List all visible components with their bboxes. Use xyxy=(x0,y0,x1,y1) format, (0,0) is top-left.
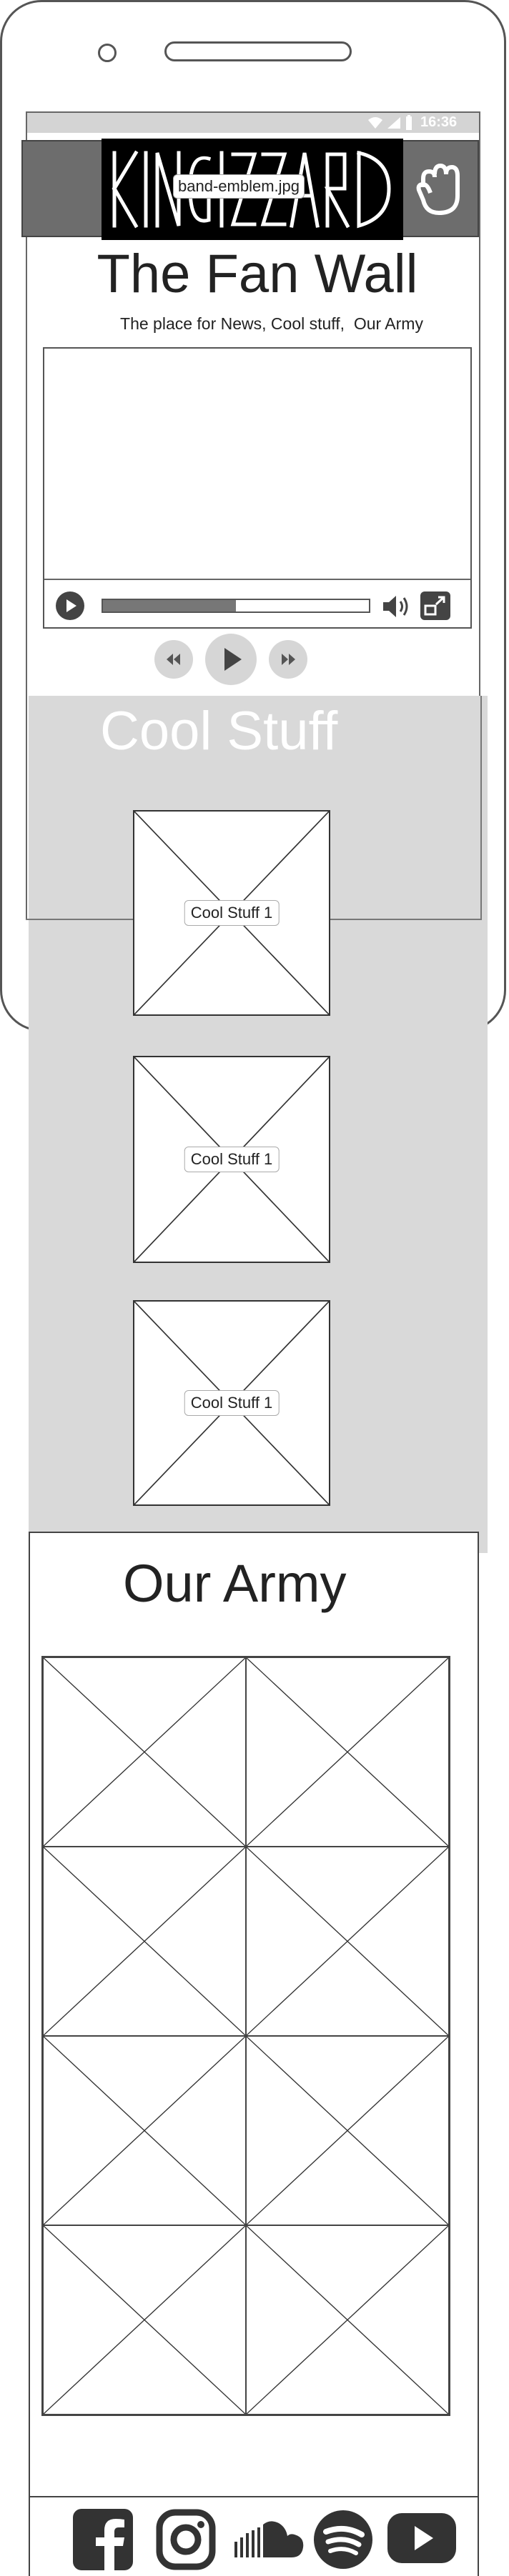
facebook-icon[interactable] xyxy=(73,2509,133,2570)
cool-stuff-item-label: Cool Stuff 1 xyxy=(184,1147,280,1172)
video-controls-divider xyxy=(44,579,470,580)
status-bar: 16:36 xyxy=(27,113,479,133)
our-army-heading: Our Army xyxy=(123,1554,347,1613)
video-progress-fill xyxy=(103,600,236,611)
army-photo-grid xyxy=(41,1656,450,2416)
image-placeholder-lines xyxy=(247,1847,448,2035)
page-title: The Fan Wall xyxy=(97,244,418,304)
rewind-icon xyxy=(167,654,180,665)
image-placeholder-lines xyxy=(44,2226,245,2414)
soundcloud-icon[interactable] xyxy=(234,2519,305,2560)
image-placeholder-lines xyxy=(44,1658,245,1846)
status-time: 16:36 xyxy=(420,114,458,130)
fast-forward-button[interactable] xyxy=(269,640,307,679)
footer-divider xyxy=(29,2496,479,2497)
army-member-photo[interactable] xyxy=(43,2225,246,2415)
volume-icon[interactable] xyxy=(382,594,412,619)
cool-stuff-item-label: Cool Stuff 1 xyxy=(184,900,280,926)
army-member-photo[interactable] xyxy=(246,1657,449,1847)
phone-camera xyxy=(98,44,117,62)
social-links xyxy=(29,2503,479,2572)
page-subtitle: The place for News, Cool stuff, Our Army xyxy=(120,314,423,333)
fullscreen-button[interactable] xyxy=(420,591,450,620)
video-player[interactable] xyxy=(43,347,472,629)
play-icon xyxy=(224,648,242,671)
raised-fist-icon xyxy=(416,164,460,215)
signal-icon xyxy=(387,117,400,129)
army-member-photo[interactable] xyxy=(43,2036,246,2225)
screen-right-edge xyxy=(480,696,482,920)
spotify-icon[interactable] xyxy=(313,2509,373,2570)
army-member-photo[interactable] xyxy=(246,2225,449,2415)
battery-icon xyxy=(406,115,412,130)
army-member-photo[interactable] xyxy=(246,2036,449,2225)
army-member-photo[interactable] xyxy=(43,1847,246,2036)
emblem-placeholder-label: band-emblem.jpg xyxy=(173,174,305,199)
instagram-icon[interactable] xyxy=(156,2509,216,2570)
image-placeholder-lines xyxy=(247,2037,448,2225)
fullscreen-icon xyxy=(424,596,445,616)
youtube-icon[interactable] xyxy=(387,2513,456,2563)
cool-stuff-item[interactable]: Cool Stuff 1 xyxy=(133,1300,330,1506)
cool-stuff-item[interactable]: Cool Stuff 1 xyxy=(133,810,330,1016)
play-icon xyxy=(66,599,76,612)
phone-speaker xyxy=(164,41,352,61)
video-progress-track[interactable] xyxy=(102,599,370,613)
image-placeholder-lines xyxy=(44,2037,245,2225)
cool-stuff-item-label: Cool Stuff 1 xyxy=(184,1390,280,1416)
cool-stuff-heading: Cool Stuff xyxy=(100,701,338,762)
rewind-button[interactable] xyxy=(154,640,193,679)
army-member-photo[interactable] xyxy=(43,1657,246,1847)
image-placeholder-lines xyxy=(247,2226,448,2414)
main-play-button[interactable] xyxy=(205,634,257,685)
play-button[interactable] xyxy=(56,591,84,620)
army-member-photo[interactable] xyxy=(246,1847,449,2036)
fast-forward-icon xyxy=(282,654,295,665)
band-emblem-image: band-emblem.jpg KING GIZZARD xyxy=(102,139,403,240)
wifi-icon xyxy=(368,117,382,129)
menu-fist-button[interactable] xyxy=(413,159,470,219)
image-placeholder-lines xyxy=(247,1658,448,1846)
cool-stuff-item[interactable]: Cool Stuff 1 xyxy=(133,1056,330,1263)
image-placeholder-lines xyxy=(44,1847,245,2035)
